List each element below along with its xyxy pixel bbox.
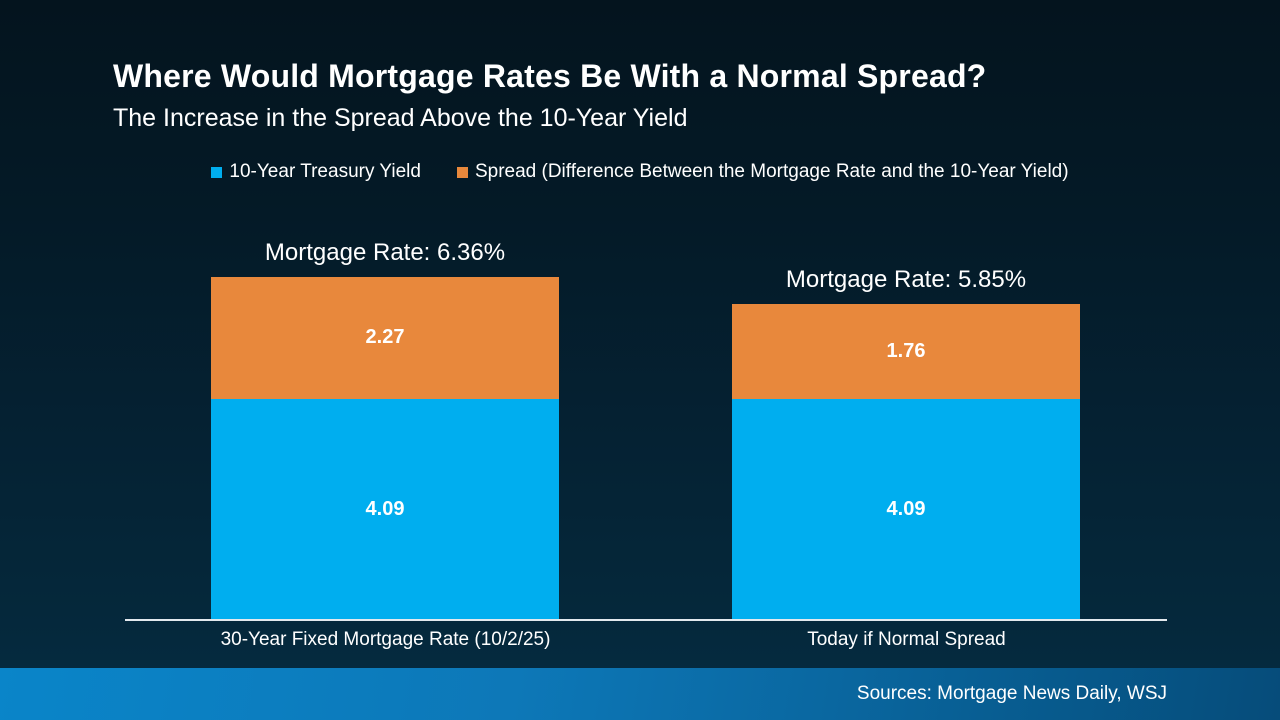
sources-text: Sources: Mortgage News Daily, WSJ: [856, 683, 1167, 704]
bar-total-label-current: Mortgage Rate: 6.36%: [264, 238, 506, 266]
bar-group-current-rate: Mortgage Rate: 6.36% 2.27 4.09: [211, 239, 559, 619]
x-axis-line: [125, 619, 1167, 621]
bar-segment-treasury-current: 4.09: [211, 399, 559, 619]
x-axis-label-current: 30-Year Fixed Mortgage Rate (10/2/25): [220, 629, 551, 650]
x-axis-label-normal: Today if Normal Spread: [807, 629, 1006, 650]
legend-swatch-spread-icon: [456, 166, 468, 178]
bar-value-treasury-normal: 4.09: [886, 497, 926, 520]
bar-value-spread-current: 2.27: [365, 326, 405, 349]
legend-label-treasury: 10-Year Treasury Yield: [229, 161, 421, 182]
legend-swatch-treasury-icon: [211, 166, 223, 178]
legend: 10-Year Treasury Yield Spread (Differenc…: [0, 161, 1280, 183]
legend-label-spread: Spread (Difference Between the Mortgage …: [474, 161, 1069, 182]
chart-title: Where Would Mortgage Rates Be With a Nor…: [113, 58, 987, 94]
bar-total-label-normal: Mortgage Rate: 5.85%: [785, 266, 1027, 294]
bar-value-spread-normal: 1.76: [886, 340, 926, 363]
legend-item-spread: Spread (Difference Between the Mortgage …: [456, 161, 1069, 183]
bar-segment-spread-normal: 1.76: [732, 304, 1080, 399]
bar-group-normal-spread: Mortgage Rate: 5.85% 1.76 4.09: [732, 266, 1080, 619]
chart-subtitle: The Increase in the Spread Above the 10-…: [113, 104, 688, 132]
bar-segment-treasury-normal: 4.09: [732, 399, 1080, 619]
bar-value-treasury-current: 4.09: [365, 497, 405, 520]
footer-bar: Sources: Mortgage News Daily, WSJ: [0, 668, 1280, 720]
bar-segment-spread-current: 2.27: [211, 276, 559, 399]
legend-item-treasury: 10-Year Treasury Yield: [211, 161, 421, 183]
